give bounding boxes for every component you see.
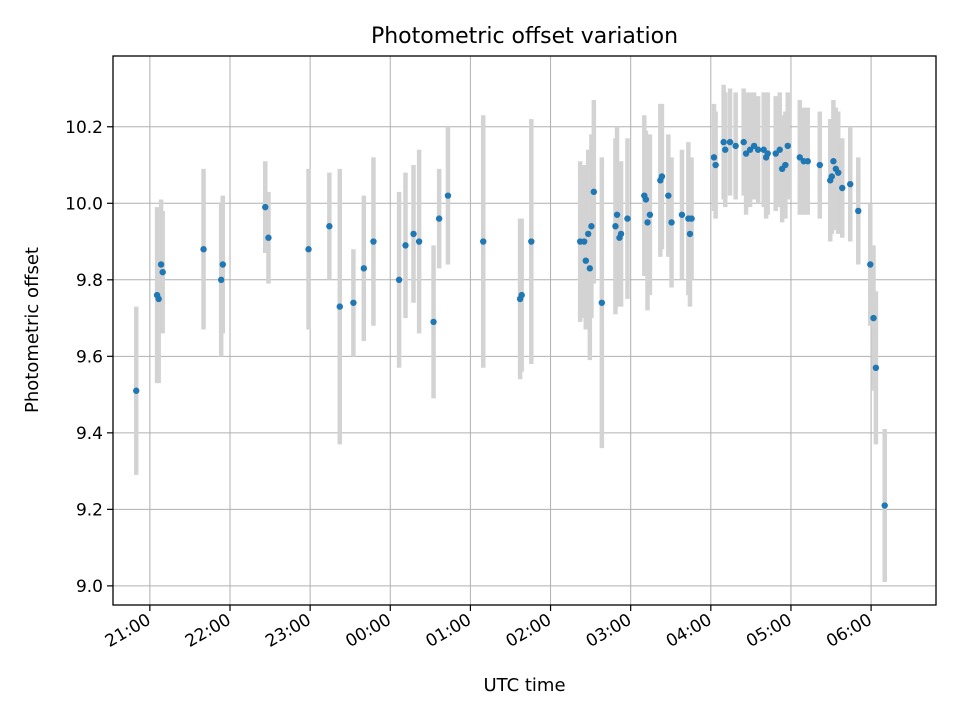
- data-point: [742, 150, 750, 157]
- data-point: [710, 154, 718, 161]
- y-tick-label: 9.2: [76, 500, 103, 520]
- plot-frame: [112, 55, 937, 606]
- y-tick-label: 9.8: [76, 271, 103, 291]
- data-point: [402, 242, 409, 249]
- data-point: [881, 502, 888, 509]
- data-point: [642, 196, 650, 203]
- data-point: [360, 265, 368, 272]
- data-point: [646, 211, 654, 218]
- data-point: [430, 318, 437, 326]
- data-point: [528, 238, 535, 245]
- data-point: [720, 138, 727, 146]
- data-point: [870, 314, 877, 322]
- data-point: [658, 173, 666, 180]
- data-point: [581, 238, 588, 245]
- data-point: [336, 303, 343, 310]
- data-point: [518, 291, 525, 299]
- data-point: [722, 146, 729, 153]
- data-point: [712, 161, 719, 169]
- data-point: [305, 246, 312, 253]
- data-point: [444, 192, 452, 199]
- data-point: [754, 146, 762, 153]
- data-point: [590, 188, 598, 196]
- data-point: [480, 238, 487, 245]
- data-point: [200, 246, 207, 253]
- data-point: [133, 387, 140, 394]
- data-point: [782, 161, 789, 169]
- data-point: [219, 261, 226, 268]
- y-axis-ticks: 9.0 9.2 9.4 9.6 9.8 10.0 10.2: [65, 118, 113, 597]
- data-point: [326, 223, 333, 230]
- data-point: [624, 215, 631, 222]
- data-point: [855, 207, 862, 215]
- data-point: [726, 138, 734, 146]
- data-point: [746, 146, 754, 153]
- data-point: [760, 146, 767, 153]
- data-point: [796, 154, 803, 161]
- y-tick-label: 10.0: [65, 194, 103, 214]
- data-point: [159, 268, 166, 276]
- data-point: [764, 150, 771, 157]
- data-point: [265, 234, 272, 241]
- data-point: [582, 257, 590, 264]
- data-point: [828, 173, 836, 180]
- data-point: [830, 158, 837, 165]
- data-point: [867, 261, 874, 268]
- y-tick-label: 9.4: [76, 424, 103, 444]
- data-point: [586, 265, 594, 272]
- data-point: [688, 215, 695, 222]
- data-point: [872, 364, 880, 372]
- data-point: [157, 261, 165, 268]
- data-point: [415, 238, 423, 245]
- data-point: [816, 161, 824, 169]
- data-point: [678, 211, 686, 218]
- data-point: [835, 169, 842, 176]
- data-point: [839, 184, 846, 192]
- data-point: [370, 238, 377, 245]
- y-tick-label: 9.0: [76, 577, 103, 597]
- data-point: [588, 223, 595, 230]
- y-tick-label: 10.2: [65, 118, 103, 138]
- data-point: [804, 158, 811, 165]
- data-point: [435, 215, 443, 222]
- y-axis-label: Photometric offset: [22, 247, 43, 413]
- data-point: [410, 230, 417, 238]
- data-point: [776, 146, 783, 153]
- data-point: [644, 219, 651, 226]
- data-point: [613, 211, 621, 218]
- data-point: [155, 295, 162, 303]
- data-point: [686, 230, 694, 238]
- data-point: [395, 276, 403, 284]
- data-point: [350, 299, 357, 306]
- data-points: [133, 138, 888, 509]
- data-point: [732, 142, 739, 150]
- grid: [113, 56, 936, 605]
- data-point: [612, 223, 619, 230]
- data-point: [772, 150, 779, 157]
- data-point: [847, 180, 854, 188]
- chart-title: Photometric offset variation: [371, 24, 678, 49]
- data-point: [740, 138, 747, 146]
- data-point: [668, 219, 675, 226]
- data-point: [598, 299, 606, 306]
- data-point: [784, 142, 791, 150]
- data-point: [217, 276, 225, 284]
- data-point: [750, 142, 758, 150]
- x-axis-label: UTC time: [483, 675, 565, 696]
- data-point: [665, 192, 672, 199]
- data-point: [262, 203, 269, 211]
- y-tick-label: 9.6: [76, 347, 103, 367]
- data-point: [585, 230, 592, 238]
- data-point: [617, 230, 625, 238]
